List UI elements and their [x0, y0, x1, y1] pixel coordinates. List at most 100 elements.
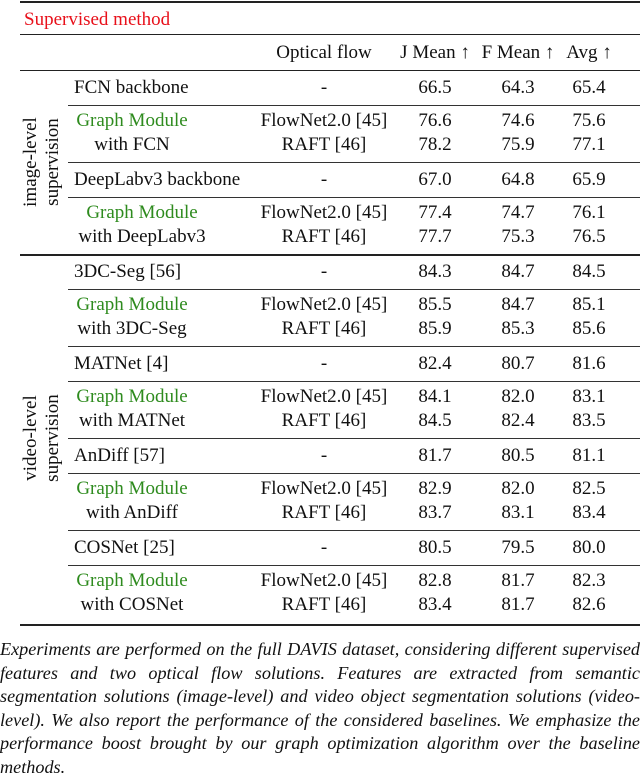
graph-module-target: with MATNet — [78, 410, 186, 431]
module-flow: FlowNet2.0 [45] — [260, 478, 388, 499]
baseline-name: FCN backbone — [74, 77, 189, 98]
module-f: 85.3 — [501, 318, 535, 339]
header-optical-flow: Optical flow — [276, 42, 372, 63]
graph-module-target: with AnDiff — [85, 502, 178, 523]
module-j: 78.2 — [418, 134, 452, 155]
block-rule — [68, 346, 640, 347]
module-f: 75.3 — [501, 226, 535, 247]
module-flow: RAFT [46] — [281, 134, 367, 155]
baseline-avg: 81.1 — [572, 445, 606, 466]
module-avg: 82.5 — [572, 478, 606, 499]
baseline-j: 82.4 — [418, 353, 452, 374]
block-rule — [68, 105, 640, 106]
module-f: 82.4 — [501, 410, 535, 431]
baseline-avg: 81.6 — [572, 353, 606, 374]
module-flow: FlowNet2.0 [45] — [260, 110, 388, 131]
module-flow: FlowNet2.0 [45] — [260, 386, 388, 407]
baseline-name: COSNet [25] — [74, 537, 175, 558]
block-rule — [68, 381, 640, 382]
module-j: 83.7 — [418, 502, 452, 523]
module-f: 81.7 — [501, 594, 535, 615]
graph-module-target: with 3DC-Seg — [77, 318, 187, 339]
baseline-name: DeepLabv3 backbone — [74, 169, 241, 190]
header-rule — [20, 70, 640, 71]
baseline-j: 80.5 — [418, 537, 452, 558]
module-avg: 76.5 — [572, 226, 606, 247]
baseline-flow: - — [320, 169, 328, 190]
module-avg: 77.1 — [572, 134, 606, 155]
baseline-avg: 80.0 — [572, 537, 606, 558]
baseline-name: AnDiff [57] — [74, 445, 165, 466]
module-f: 82.0 — [501, 478, 535, 499]
graph-module-label: Graph Module — [76, 386, 188, 407]
module-avg: 76.1 — [572, 202, 606, 223]
baseline-j: 66.5 — [418, 77, 452, 98]
module-j: 84.1 — [418, 386, 452, 407]
block-rule — [68, 289, 640, 290]
header-avg: Avg ↑ — [566, 42, 612, 63]
baseline-avg: 65.4 — [572, 77, 606, 98]
module-j: 82.8 — [418, 570, 452, 591]
baseline-f: 64.8 — [501, 169, 535, 190]
graph-module-label: Graph Module — [76, 570, 188, 591]
module-flow: FlowNet2.0 [45] — [260, 202, 388, 223]
bottom-rule — [20, 624, 640, 626]
module-flow: RAFT [46] — [281, 318, 367, 339]
module-avg: 82.6 — [572, 594, 606, 615]
baseline-name: MATNet [4] — [74, 353, 169, 374]
module-avg: 75.6 — [572, 110, 606, 131]
block-rule — [68, 530, 640, 531]
module-j: 77.7 — [418, 226, 452, 247]
table-caption: Experiments are performed on the full DA… — [0, 639, 640, 777]
module-j: 85.9 — [418, 318, 452, 339]
group-label: video-level supervision — [20, 394, 63, 482]
module-j: 85.5 — [418, 294, 452, 315]
baseline-f: 84.7 — [501, 261, 535, 282]
module-f: 82.0 — [501, 386, 535, 407]
baseline-flow: - — [320, 445, 328, 466]
section-title: Supervised method — [24, 9, 171, 30]
graph-module-target: with FCN — [94, 134, 170, 155]
module-flow: FlowNet2.0 [45] — [260, 294, 388, 315]
header-j-mean: J Mean ↑ — [400, 42, 470, 63]
module-f: 74.7 — [501, 202, 535, 223]
baseline-j: 67.0 — [418, 169, 452, 190]
baseline-j: 81.7 — [418, 445, 452, 466]
module-j: 83.4 — [418, 594, 452, 615]
module-j: 84.5 — [418, 410, 452, 431]
module-j: 77.4 — [418, 202, 452, 223]
baseline-flow: - — [320, 77, 328, 98]
module-flow: RAFT [46] — [281, 502, 367, 523]
module-avg: 83.4 — [572, 502, 606, 523]
block-rule — [68, 438, 640, 439]
baseline-f: 79.5 — [501, 537, 535, 558]
baseline-avg: 65.9 — [572, 169, 606, 190]
module-j: 76.6 — [418, 110, 452, 131]
header-f-mean: F Mean ↑ — [481, 42, 555, 63]
graph-module-label: Graph Module — [76, 110, 188, 131]
baseline-f: 80.7 — [501, 353, 535, 374]
baseline-j: 84.3 — [418, 261, 452, 282]
baseline-name: 3DC-Seg [56] — [74, 261, 182, 282]
module-flow: RAFT [46] — [281, 410, 367, 431]
baseline-f: 80.5 — [501, 445, 535, 466]
block-rule — [68, 162, 640, 163]
graph-module-target: with COSNet — [80, 594, 184, 615]
baseline-avg: 84.5 — [572, 261, 606, 282]
graph-module-label: Graph Module — [86, 202, 198, 223]
module-flow: FlowNet2.0 [45] — [260, 570, 388, 591]
baseline-flow: - — [320, 261, 328, 282]
module-avg: 82.3 — [572, 570, 606, 591]
graph-module-target: with DeepLabv3 — [78, 226, 206, 247]
module-flow: RAFT [46] — [281, 594, 367, 615]
module-avg: 83.5 — [572, 410, 606, 431]
block-rule — [68, 473, 640, 474]
module-f: 83.1 — [501, 502, 535, 523]
block-rule — [68, 197, 640, 198]
baseline-f: 64.3 — [501, 77, 535, 98]
title-rule — [20, 34, 640, 35]
module-f: 81.7 — [501, 570, 535, 591]
graph-module-label: Graph Module — [76, 478, 188, 499]
baseline-flow: - — [320, 353, 328, 374]
module-f: 74.6 — [501, 110, 535, 131]
